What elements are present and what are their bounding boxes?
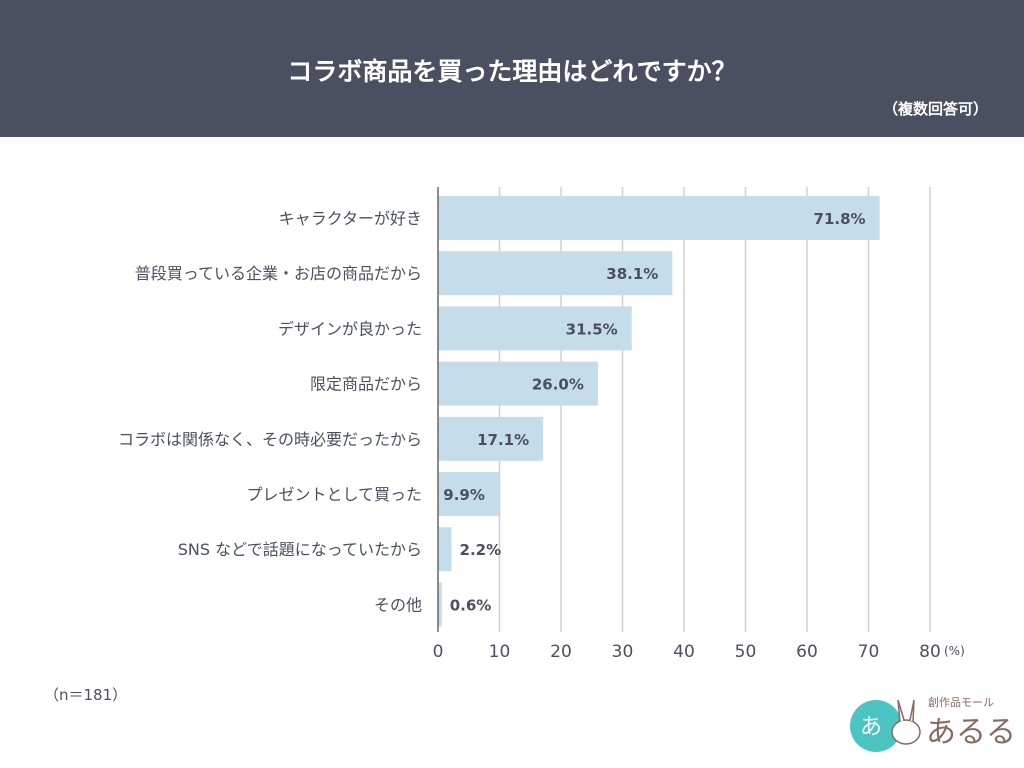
bar: [438, 582, 442, 627]
bar: [438, 416, 544, 461]
x-tick-label: 10: [489, 642, 511, 662]
x-unit-label: (%): [944, 644, 965, 658]
bar: [438, 251, 673, 296]
svg-text:あ: あ: [860, 715, 882, 740]
svg-text:あるる: あるる: [926, 715, 1016, 750]
page-subtitle: （複数回答可）: [882, 100, 988, 118]
header-band: コラボ商品を買った理由はどれですか？ （複数回答可）: [0, 0, 1024, 137]
data-label: 31.5%: [566, 320, 618, 338]
bar: [438, 527, 452, 572]
category-label: その他: [374, 595, 422, 614]
bar: [438, 361, 598, 406]
data-label: 9.9%: [443, 486, 485, 504]
bar: [438, 306, 632, 351]
data-label: 2.2%: [460, 541, 502, 559]
x-tick-label: 60: [796, 642, 818, 662]
data-label: 17.1%: [477, 431, 529, 449]
x-tick-label: 70: [858, 642, 880, 662]
arure-logo: あ 創作品モール あるる: [850, 695, 1016, 752]
bar: [438, 472, 499, 516]
data-label: 38.1%: [606, 265, 658, 283]
data-label: 71.8%: [814, 210, 866, 228]
page-title: コラボ商品を買った理由はどれですか？: [287, 57, 737, 86]
svg-text:創作品モール: 創作品モール: [928, 695, 994, 709]
x-tick-label: 20: [550, 642, 572, 662]
data-label: 0.6%: [450, 596, 492, 614]
bar: [438, 196, 880, 240]
data-label: 26.0%: [532, 376, 584, 394]
category-label: プレゼントとして買った: [246, 485, 422, 504]
x-tick-label: 50: [735, 642, 757, 662]
category-label: SNS などで話題になっていたから: [178, 540, 422, 559]
category-label: 普段買っている企業・お店の商品だから: [135, 264, 422, 283]
x-tick-label: 30: [612, 642, 634, 662]
x-tick-label: 40: [673, 642, 695, 662]
category-label: コラボは関係なく、その時必要だったから: [118, 430, 422, 449]
sample-size: （n＝181）: [44, 686, 128, 704]
x-tick-label: 0: [433, 642, 444, 662]
category-label: 限定商品だから: [310, 375, 422, 394]
category-label: キャラクターが好き: [279, 209, 422, 228]
category-label: デザインが良かった: [278, 319, 422, 338]
x-tick-label: 80: [919, 642, 941, 662]
